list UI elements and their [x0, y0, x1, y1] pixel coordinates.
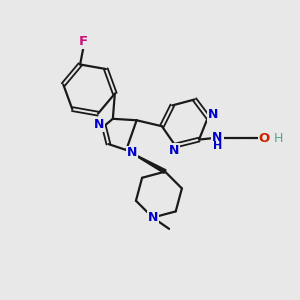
Text: F: F [79, 35, 88, 48]
Text: N: N [169, 143, 179, 157]
Text: N: N [93, 118, 104, 130]
Text: N: N [148, 211, 158, 224]
Polygon shape [126, 150, 166, 173]
Text: N: N [212, 131, 223, 144]
Text: O: O [259, 132, 270, 145]
Text: N: N [208, 108, 218, 122]
Text: H: H [273, 132, 283, 145]
Text: H: H [213, 141, 222, 152]
Text: N: N [126, 146, 137, 160]
